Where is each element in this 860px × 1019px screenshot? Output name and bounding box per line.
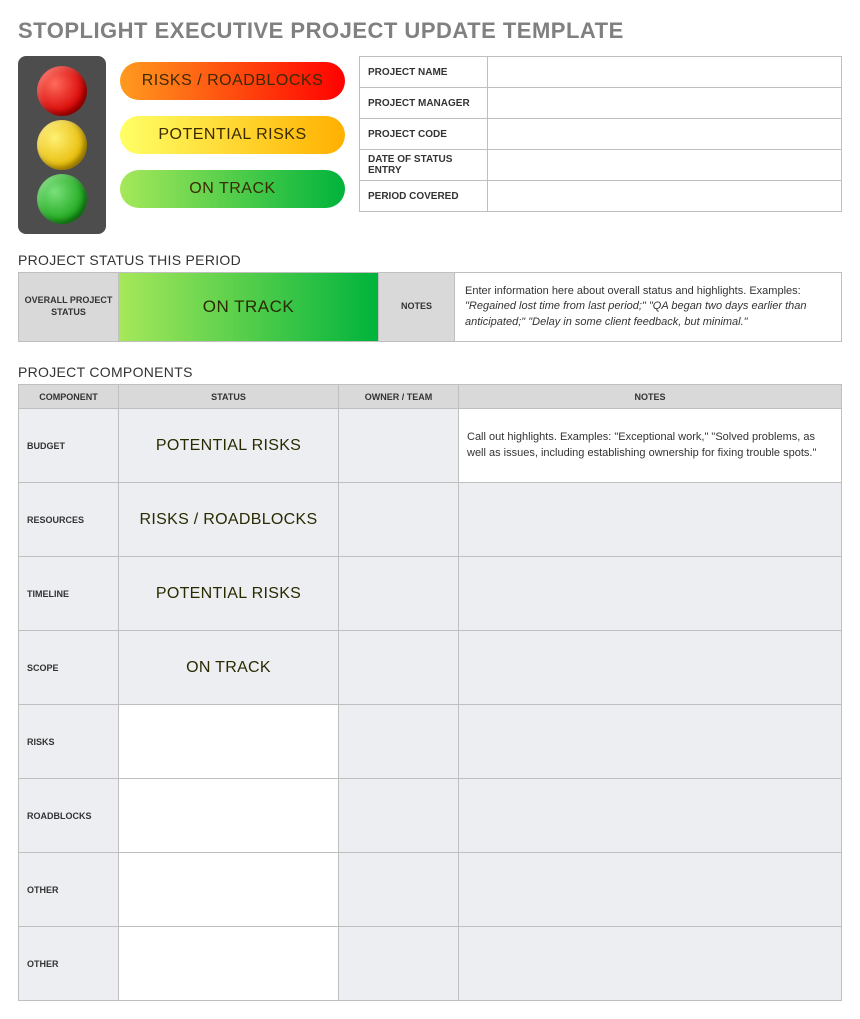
components-header-row: COMPONENTSTATUSOWNER / TEAMNOTES [19,385,842,409]
table-row: OTHER [19,927,842,1001]
overall-notes-label: NOTES [379,273,455,341]
component-name: ROADBLOCKS [19,779,119,853]
info-label: PROJECT CODE [360,119,488,150]
components-column-header: OWNER / TEAM [339,385,459,409]
component-status[interactable]: POTENTIAL RISKS [119,409,339,483]
component-name: BUDGET [19,409,119,483]
info-row: DATE OF STATUS ENTRY [360,150,842,181]
components-column-header: NOTES [459,385,842,409]
component-name: RESOURCES [19,483,119,557]
component-owner[interactable] [339,557,459,631]
table-row: ROADBLOCKS [19,779,842,853]
component-status[interactable] [119,853,339,927]
component-name: OTHER [19,927,119,1001]
legend-risks: RISKS / ROADBLOCKS [120,62,345,100]
info-value[interactable] [488,150,842,181]
info-label: PROJECT MANAGER [360,88,488,119]
overall-status-value[interactable]: ON TRACK [119,273,379,341]
info-row: PROJECT NAME [360,57,842,88]
component-owner[interactable] [339,927,459,1001]
stoplight-icon [18,56,106,234]
yellow-light-icon [37,120,87,170]
component-status[interactable] [119,779,339,853]
component-notes[interactable] [459,853,842,927]
info-label: PERIOD COVERED [360,181,488,212]
overall-status-label: OVERALL PROJECT STATUS [19,273,119,341]
component-notes[interactable]: Call out highlights. Examples: "Exceptio… [459,409,842,483]
component-notes[interactable] [459,705,842,779]
info-value[interactable] [488,181,842,212]
top-section: RISKS / ROADBLOCKS POTENTIAL RISKS ON TR… [18,56,842,234]
component-notes[interactable] [459,927,842,1001]
component-owner[interactable] [339,483,459,557]
component-owner[interactable] [339,631,459,705]
legend-ontrack: ON TRACK [120,170,345,208]
components-table: COMPONENTSTATUSOWNER / TEAMNOTES BUDGETP… [18,384,842,1001]
table-row: RESOURCESRISKS / ROADBLOCKS [19,483,842,557]
info-value[interactable] [488,119,842,150]
info-value[interactable] [488,88,842,119]
table-row: BUDGETPOTENTIAL RISKS Call out highlights… [19,409,842,483]
component-notes[interactable] [459,779,842,853]
green-light-icon [37,174,87,224]
components-heading: PROJECT COMPONENTS [18,364,842,380]
page-title: STOPLIGHT EXECUTIVE PROJECT UPDATE TEMPL… [18,18,842,44]
table-row: OTHER [19,853,842,927]
component-name: RISKS [19,705,119,779]
component-status[interactable]: RISKS / ROADBLOCKS [119,483,339,557]
table-row: TIMELINEPOTENTIAL RISKS [19,557,842,631]
info-row: PERIOD COVERED [360,181,842,212]
red-light-icon [37,66,87,116]
component-name: TIMELINE [19,557,119,631]
status-heading: PROJECT STATUS THIS PERIOD [18,252,842,268]
components-column-header: STATUS [119,385,339,409]
info-label: PROJECT NAME [360,57,488,88]
info-row: PROJECT MANAGER [360,88,842,119]
component-notes[interactable] [459,557,842,631]
component-notes[interactable] [459,483,842,557]
info-row: PROJECT CODE [360,119,842,150]
table-row: SCOPEON TRACK [19,631,842,705]
component-owner[interactable] [339,853,459,927]
info-value[interactable] [488,57,842,88]
overall-status-row: OVERALL PROJECT STATUS ON TRACK NOTES En… [18,272,842,342]
legend-potential: POTENTIAL RISKS [120,116,345,154]
component-name: SCOPE [19,631,119,705]
table-row: RISKS [19,705,842,779]
legend: RISKS / ROADBLOCKS POTENTIAL RISKS ON TR… [120,56,345,208]
component-name: OTHER [19,853,119,927]
component-status[interactable] [119,927,339,1001]
component-owner[interactable] [339,409,459,483]
component-status[interactable]: ON TRACK [119,631,339,705]
components-column-header: COMPONENT [19,385,119,409]
overall-notes-value[interactable]: Enter information here about overall sta… [455,273,841,341]
component-status[interactable] [119,705,339,779]
component-owner[interactable] [339,779,459,853]
component-notes[interactable] [459,631,842,705]
component-status[interactable]: POTENTIAL RISKS [119,557,339,631]
info-label: DATE OF STATUS ENTRY [360,150,488,181]
project-info-table: PROJECT NAMEPROJECT MANAGERPROJECT CODED… [359,56,842,212]
component-owner[interactable] [339,705,459,779]
